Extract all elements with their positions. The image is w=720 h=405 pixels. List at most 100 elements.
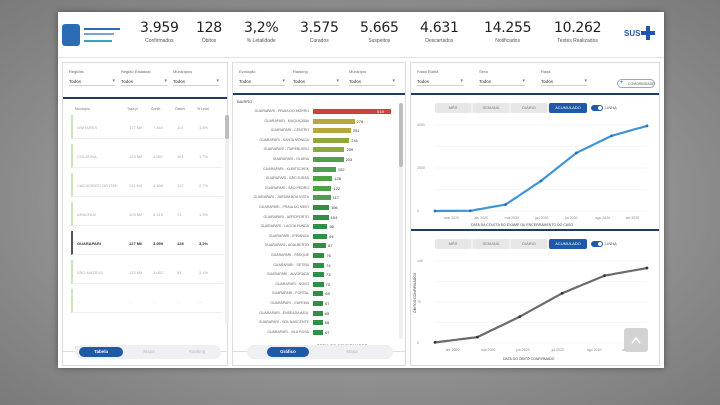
table-row[interactable]: CACHOEIRO DE ITAP. 211 Mil 4.856 107 2,7% xyxy=(71,173,223,197)
table-row[interactable]: SÃO MATEUS 132 Mil 3.662 84 2,1% xyxy=(71,260,223,284)
bar[interactable] xyxy=(313,185,332,191)
filter-value[interactable]: Todos xyxy=(349,78,395,86)
scrollbar-thumb[interactable] xyxy=(225,115,229,139)
segment-diario[interactable]: DIÁRIO xyxy=(511,103,547,113)
segment-diario[interactable]: DIÁRIO xyxy=(511,239,547,249)
data-point[interactable] xyxy=(645,266,649,270)
bar[interactable] xyxy=(313,147,345,153)
bar[interactable] xyxy=(313,310,323,316)
scroll-top-button[interactable] xyxy=(624,328,648,352)
bar[interactable] xyxy=(313,243,327,249)
bar[interactable] xyxy=(313,214,329,220)
filter-value[interactable]: Todos xyxy=(173,78,219,86)
table-cell: 3.662 xyxy=(153,270,164,275)
filter-value[interactable]: Todos xyxy=(239,78,285,86)
filter-value[interactable]: Todos xyxy=(121,78,167,86)
kpi-label: Testes Realizados xyxy=(557,38,598,44)
bar[interactable] xyxy=(313,195,331,201)
filter-faixa-etaria[interactable]: Faixa Etária Todos xyxy=(417,69,463,86)
filter-sexo[interactable]: Sexo Todos xyxy=(479,69,525,86)
data-point[interactable] xyxy=(476,335,479,339)
y-tick-label: 70 xyxy=(417,300,421,304)
bar[interactable] xyxy=(313,281,324,287)
line-toggle-2[interactable] xyxy=(591,241,603,247)
filter-value[interactable]: Todos xyxy=(69,78,115,86)
bar[interactable] xyxy=(313,291,324,297)
bar[interactable] xyxy=(313,166,336,172)
column-header[interactable]: Confir. xyxy=(151,107,162,111)
bar[interactable] xyxy=(313,320,323,326)
bar-label: GUARAPARI - NOVO xyxy=(275,281,309,286)
tab-mapa[interactable]: Mapa xyxy=(143,349,155,354)
segment-acumulado[interactable]: ACUMULADO xyxy=(549,103,587,113)
data-point[interactable] xyxy=(560,291,564,295)
segment-acumulado[interactable]: ACUMULADO xyxy=(549,239,587,249)
filter-municipios[interactable]: Municípios Todos xyxy=(173,69,219,86)
data-point[interactable] xyxy=(504,203,508,206)
filter-regiao-estadual[interactable]: Região Estadual Todos xyxy=(121,69,167,86)
segment-mes[interactable]: MÊS xyxy=(435,103,471,113)
filter-evolucao[interactable]: Evolução Todos xyxy=(239,69,285,86)
table-row[interactable]: ARACRUZ 103 Mil 4.419 73 1,5% xyxy=(71,202,223,226)
table-scrollbar[interactable] xyxy=(225,115,229,325)
filter-value[interactable]: Todos xyxy=(479,78,525,86)
bar[interactable] xyxy=(313,253,325,258)
column-header[interactable]: % Letal. xyxy=(197,107,210,111)
bar[interactable] xyxy=(313,128,351,134)
bar[interactable] xyxy=(313,176,333,182)
filter-raca[interactable]: Raça Todos xyxy=(541,69,587,86)
data-point[interactable] xyxy=(645,124,649,128)
bar[interactable] xyxy=(313,224,328,230)
comorbidade-chip[interactable]: COMORBIDADE xyxy=(617,79,655,88)
tab-grafico[interactable]: Gráfico xyxy=(267,347,309,357)
bar[interactable] xyxy=(313,118,355,124)
kpi-label: Descartados xyxy=(425,38,454,44)
filter-value[interactable]: Todos xyxy=(293,78,339,86)
filter-value[interactable]: Todos xyxy=(541,78,587,86)
line-toggle-1[interactable] xyxy=(591,105,603,111)
column-header[interactable]: Município xyxy=(75,107,90,111)
column-header[interactable]: Taxa p/ xyxy=(127,107,139,111)
table-cell: 3.959 xyxy=(153,241,164,246)
bar[interactable] xyxy=(313,137,350,143)
column-header[interactable]: Óbitos xyxy=(175,107,186,111)
bar[interactable] xyxy=(313,205,329,210)
table-cell: 4.419 xyxy=(153,212,164,217)
data-point[interactable] xyxy=(603,274,606,278)
table-row[interactable]: COLATINA 123 Mil 4.987 161 1,7% xyxy=(71,144,223,168)
tab-ranking[interactable]: Ranking xyxy=(188,349,206,354)
bar-label: GUARAPARI - VILA ROSA xyxy=(267,329,309,334)
scrollbar-thumb[interactable] xyxy=(399,103,403,167)
filter-ranking[interactable]: Ranking Todos xyxy=(293,69,339,86)
data-point[interactable] xyxy=(433,209,437,213)
bar[interactable] xyxy=(313,329,324,335)
bar[interactable] xyxy=(313,272,324,278)
series-line[interactable] xyxy=(435,124,648,213)
bar-scrollbar[interactable] xyxy=(399,103,403,339)
data-point[interactable] xyxy=(610,134,614,138)
segment-mes[interactable]: MÊS xyxy=(435,239,471,249)
filter-regioes[interactable]: Regiões Todos xyxy=(69,69,115,86)
filter-value[interactable]: Todos xyxy=(417,78,463,86)
data-point[interactable] xyxy=(574,151,578,155)
table-row[interactable]: ............... xyxy=(71,289,223,313)
panel-divider xyxy=(233,93,405,95)
data-point[interactable] xyxy=(468,209,472,213)
bar[interactable] xyxy=(313,262,325,268)
bar[interactable] xyxy=(313,157,344,162)
bar[interactable] xyxy=(313,233,328,239)
x-tick-label: jun 2020 xyxy=(534,216,548,220)
series-line[interactable] xyxy=(434,266,648,344)
segment-semana[interactable]: SEMANA xyxy=(473,239,509,249)
bar[interactable] xyxy=(313,301,324,306)
data-point[interactable] xyxy=(518,315,522,319)
data-point[interactable] xyxy=(539,179,543,183)
table-row[interactable]: LINHARES 177 Mil 7.464 114 1,5% xyxy=(71,115,223,139)
tab-mapa[interactable]: Mapa xyxy=(346,349,358,354)
data-point[interactable] xyxy=(433,341,437,344)
filter-municipio[interactable]: Município Todos xyxy=(349,69,395,86)
segment-semana[interactable]: SEMANA xyxy=(473,103,509,113)
table-row[interactable]: GUARAPARI 127 Mil 3.959 128 3,2% xyxy=(71,231,223,255)
tab-tabela[interactable]: Tabela xyxy=(79,347,123,357)
bar[interactable] xyxy=(313,109,391,114)
